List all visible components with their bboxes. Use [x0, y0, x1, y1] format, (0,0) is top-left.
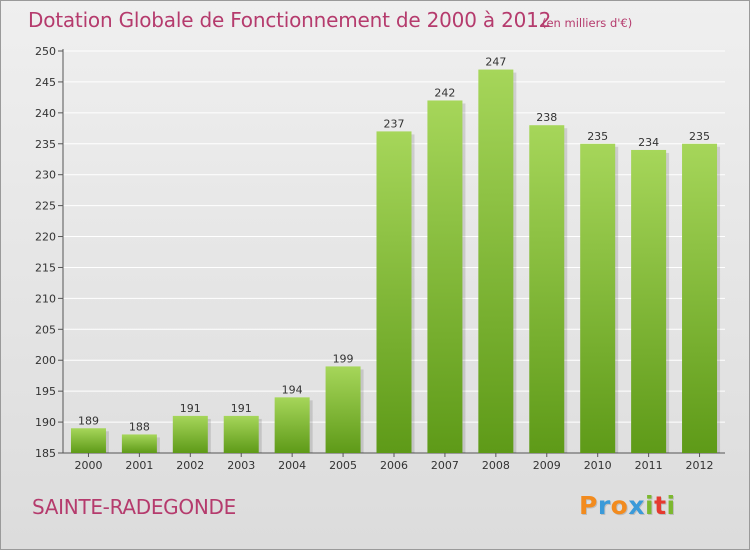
- logo-letter: i: [645, 491, 655, 520]
- proxiti-logo: Proxiti: [579, 491, 676, 520]
- y-tick-label: 250: [35, 45, 56, 58]
- data-label: 242: [434, 86, 455, 99]
- x-tick-label: 2008: [482, 459, 510, 472]
- bar: [274, 397, 310, 453]
- y-tick-label: 205: [35, 323, 56, 336]
- bar: [427, 100, 463, 453]
- x-tick-label: 2005: [329, 459, 357, 472]
- y-tick-label: 225: [35, 200, 56, 213]
- bar: [631, 149, 667, 453]
- data-label: 191: [231, 402, 252, 415]
- bar: [580, 143, 616, 453]
- y-tick-label: 230: [35, 169, 56, 182]
- bar: [223, 415, 259, 453]
- data-label: 188: [129, 420, 150, 433]
- data-label: 247: [485, 56, 506, 69]
- data-label: 189: [78, 414, 99, 427]
- bar: [325, 366, 361, 453]
- chart-subtitle: (en milliers d'€): [542, 16, 633, 30]
- y-tick-label: 195: [35, 385, 56, 398]
- x-tick-label: 2010: [584, 459, 612, 472]
- data-label: 237: [384, 117, 405, 130]
- y-tick-label: 245: [35, 76, 56, 89]
- x-tick-label: 2011: [635, 459, 663, 472]
- bar: [682, 143, 718, 453]
- x-tick-label: 2006: [380, 459, 408, 472]
- y-tick-label: 235: [35, 138, 56, 151]
- logo-letter: i: [666, 491, 676, 520]
- y-tick-label: 220: [35, 231, 56, 244]
- x-tick-label: 2000: [74, 459, 102, 472]
- data-label: 234: [638, 136, 659, 149]
- x-tick-label: 2007: [431, 459, 459, 472]
- data-label: 199: [333, 352, 354, 365]
- data-label: 235: [587, 130, 608, 143]
- y-tick-label: 200: [35, 354, 56, 367]
- bar: [70, 428, 106, 453]
- x-tick-label: 2004: [278, 459, 306, 472]
- data-label: 191: [180, 402, 201, 415]
- y-tick-label: 185: [35, 447, 56, 460]
- commune-name: SAINTE-RADEGONDE: [32, 495, 236, 519]
- x-tick-label: 2003: [227, 459, 255, 472]
- x-tick-label: 2009: [533, 459, 561, 472]
- y-tick-label: 215: [35, 261, 56, 274]
- data-label: 238: [536, 111, 557, 124]
- y-tick-label: 240: [35, 107, 56, 120]
- logo-letter: o: [610, 491, 629, 520]
- logo-letter: t: [654, 491, 667, 520]
- logo-letter: r: [597, 491, 611, 520]
- data-label: 194: [282, 383, 303, 396]
- x-tick-label: 2001: [125, 459, 153, 472]
- x-tick-label: 2012: [686, 459, 714, 472]
- chart-title: Dotation Globale de Fonctionnement de 20…: [28, 8, 552, 32]
- logo-letter: P: [579, 491, 598, 520]
- bar: [121, 434, 157, 453]
- bar: [478, 69, 514, 454]
- y-tick-label: 190: [35, 416, 56, 429]
- y-tick-label: 210: [35, 292, 56, 305]
- x-tick-label: 2002: [176, 459, 204, 472]
- bar: [376, 131, 412, 453]
- bar: [172, 415, 208, 453]
- logo-letter: x: [628, 491, 645, 520]
- data-label: 235: [689, 130, 710, 143]
- bar: [529, 125, 565, 453]
